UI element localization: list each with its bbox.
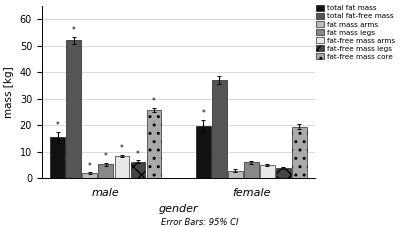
Bar [292, 127, 307, 178]
Bar [66, 40, 81, 178]
Text: *: * [152, 97, 156, 106]
Text: *: * [202, 109, 205, 118]
Bar [98, 164, 113, 178]
Text: *: * [120, 144, 124, 153]
Bar [212, 80, 227, 178]
Text: *: * [88, 162, 92, 170]
Text: *: * [56, 121, 60, 130]
Text: Error Bars: 95% CI: Error Bars: 95% CI [161, 218, 239, 227]
Legend: total fat mass, total fat-free mass, fat mass arms, fat mass legs, fat-free mass: total fat mass, total fat-free mass, fat… [316, 4, 396, 61]
Text: *: * [104, 152, 108, 161]
X-axis label: gender: gender [159, 204, 198, 214]
Bar [82, 173, 97, 178]
Bar [244, 162, 259, 178]
Bar [196, 126, 211, 178]
Y-axis label: mass [kg]: mass [kg] [4, 66, 14, 118]
Bar [114, 156, 129, 178]
Bar [146, 110, 161, 178]
Text: *: * [72, 26, 76, 35]
Bar [260, 165, 275, 178]
Bar [130, 162, 145, 178]
Bar [228, 170, 243, 178]
Bar [50, 137, 65, 178]
Text: *: * [136, 150, 140, 159]
Bar [276, 168, 291, 178]
